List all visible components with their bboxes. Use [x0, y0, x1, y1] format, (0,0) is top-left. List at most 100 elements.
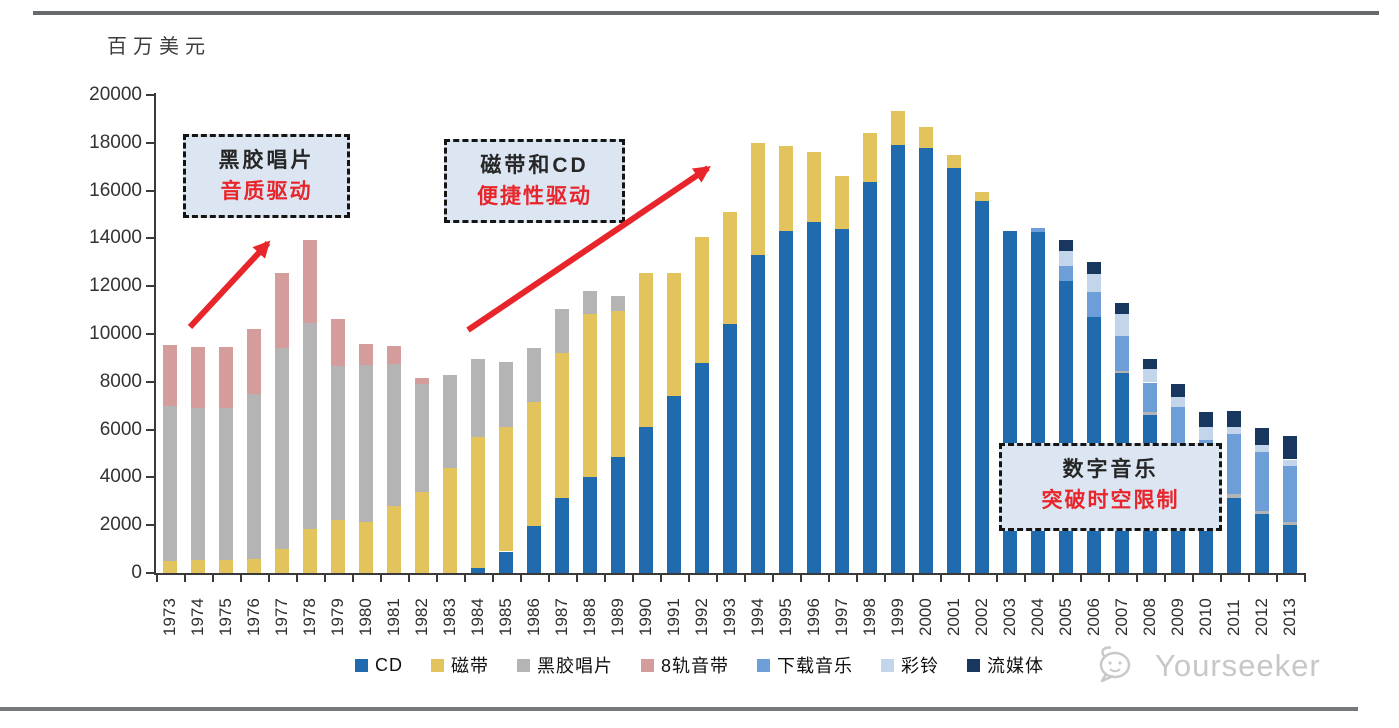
bar-1978-vinyl	[303, 323, 317, 529]
x-tick-label-2004: 2004	[1028, 598, 1047, 636]
x-tick	[268, 575, 270, 582]
bar-2002-cassette	[975, 191, 989, 202]
top-divider	[33, 11, 1379, 15]
x-tick	[184, 575, 186, 582]
callout-cassette-cd-subtitle: 便捷性驱动	[477, 185, 592, 208]
x-tick	[1136, 575, 1138, 582]
x-tick	[604, 575, 606, 582]
x-tick	[996, 575, 998, 582]
x-tick	[240, 575, 242, 582]
y-tick-label: 12000	[89, 275, 142, 297]
x-tick	[800, 575, 802, 582]
x-tick-label-1981: 1981	[384, 598, 403, 636]
bar-1979-vinyl	[331, 366, 345, 521]
bar-1976-eight-track	[247, 329, 261, 394]
x-tick	[408, 575, 410, 582]
x-tick-label-1991: 1991	[664, 598, 683, 636]
x-tick-label-1987: 1987	[552, 598, 571, 636]
x-tick-label-2001: 2001	[944, 598, 963, 636]
x-tick	[548, 575, 550, 582]
bar-1992-cassette	[695, 237, 709, 363]
legend-swatch-eight-track	[640, 658, 654, 672]
bar-1987-cassette	[555, 353, 569, 498]
x-tick	[744, 575, 746, 582]
bar-1984-vinyl	[471, 359, 485, 437]
bar-1998-cd	[863, 182, 877, 573]
bar-1993-cd	[723, 324, 737, 573]
y-tick	[146, 285, 154, 288]
up-arrow-left	[187, 240, 271, 330]
x-tick	[324, 575, 326, 582]
y-tick	[146, 572, 154, 574]
bar-1977-eight-track	[275, 273, 289, 349]
x-tick	[464, 575, 466, 582]
bar-2009-ringtone	[1171, 397, 1185, 408]
bar-1995-cd	[779, 231, 793, 573]
legend-item-cassette: 磁带	[430, 652, 489, 678]
y-axis-line	[154, 93, 156, 575]
bar-2011-streaming	[1227, 410, 1241, 428]
legend-item-streaming: 流媒体	[967, 652, 1044, 678]
bar-1974-eight-track	[191, 347, 205, 408]
bar-2004-download	[1031, 227, 1045, 233]
legend-item-vinyl: 黑胶唱片	[516, 652, 613, 678]
bar-1986-vinyl	[527, 348, 541, 403]
legend-label-download: 下载音乐	[777, 656, 853, 676]
legend-item-eight-track: 8轨音带	[640, 652, 729, 678]
y-tick	[146, 141, 154, 144]
x-tick-label-2007: 2007	[1112, 598, 1131, 636]
watermark: Yourseeker	[1093, 645, 1321, 687]
bar-1999-cd	[891, 145, 905, 573]
legend-label-eight-track: 8轨音带	[660, 656, 729, 676]
bar-1977-vinyl	[275, 348, 289, 550]
bar-1980-vinyl	[359, 365, 373, 522]
x-tick-label-1988: 1988	[580, 598, 599, 636]
x-tick-label-1978: 1978	[300, 598, 319, 636]
bar-2008-download	[1143, 382, 1157, 413]
callout-digital: 数字音乐 突破时空限制	[999, 443, 1222, 531]
x-tick-label-2011: 2011	[1224, 599, 1243, 636]
bar-1997-cassette	[835, 176, 849, 229]
bar-1998-cassette	[863, 133, 877, 183]
callout-cassette-cd-title: 磁带和CD	[480, 154, 589, 177]
x-tick-label-1992: 1992	[692, 598, 711, 636]
watermark-text: Yourseeker	[1155, 648, 1321, 683]
bar-1982-cassette	[415, 491, 429, 573]
x-tick	[156, 575, 158, 582]
x-tick	[296, 575, 298, 582]
callout-vinyl: 黑胶唱片 音质驱动	[183, 134, 350, 218]
bar-2005-ringtone	[1059, 251, 1073, 267]
x-tick-label-1982: 1982	[412, 598, 431, 636]
bar-1993-cassette	[723, 212, 737, 325]
bar-1976-vinyl	[247, 393, 261, 559]
y-tick	[146, 428, 154, 431]
y-tick	[146, 333, 154, 335]
y-axis-unit-label: 百万美元	[107, 36, 211, 58]
x-axis-line	[154, 573, 1306, 575]
x-tick-label-2009: 2009	[1168, 598, 1187, 636]
bar-1985-vinyl	[499, 361, 513, 428]
x-tick-label-1973: 1973	[160, 598, 179, 636]
bar-1973-vinyl	[163, 405, 177, 561]
x-tick-label-1995: 1995	[776, 598, 795, 636]
bar-2008-vinyl	[1143, 412, 1157, 416]
x-tick	[856, 575, 858, 582]
bar-1980-eight-track	[359, 343, 373, 366]
callout-vinyl-subtitle: 音质驱动	[220, 180, 313, 203]
x-tick-label-1989: 1989	[608, 598, 627, 636]
x-tick	[968, 575, 970, 582]
bar-1995-cassette	[779, 146, 793, 232]
x-tick	[1052, 575, 1054, 582]
bar-2000-cd	[919, 147, 933, 573]
bar-2012-ringtone	[1255, 445, 1269, 453]
legend-swatch-cassette	[430, 658, 444, 672]
bar-1989-cassette	[611, 311, 625, 458]
x-tick-label-1974: 1974	[188, 598, 207, 636]
x-tick	[884, 575, 886, 582]
callout-vinyl-title: 黑胶唱片	[218, 149, 315, 172]
bar-2006-download	[1087, 292, 1101, 318]
x-tick-label-2013: 2013	[1280, 598, 1299, 636]
bar-1984-cassette	[471, 436, 485, 569]
bar-2002-cd	[975, 201, 989, 573]
bar-1985-cd	[499, 551, 513, 573]
